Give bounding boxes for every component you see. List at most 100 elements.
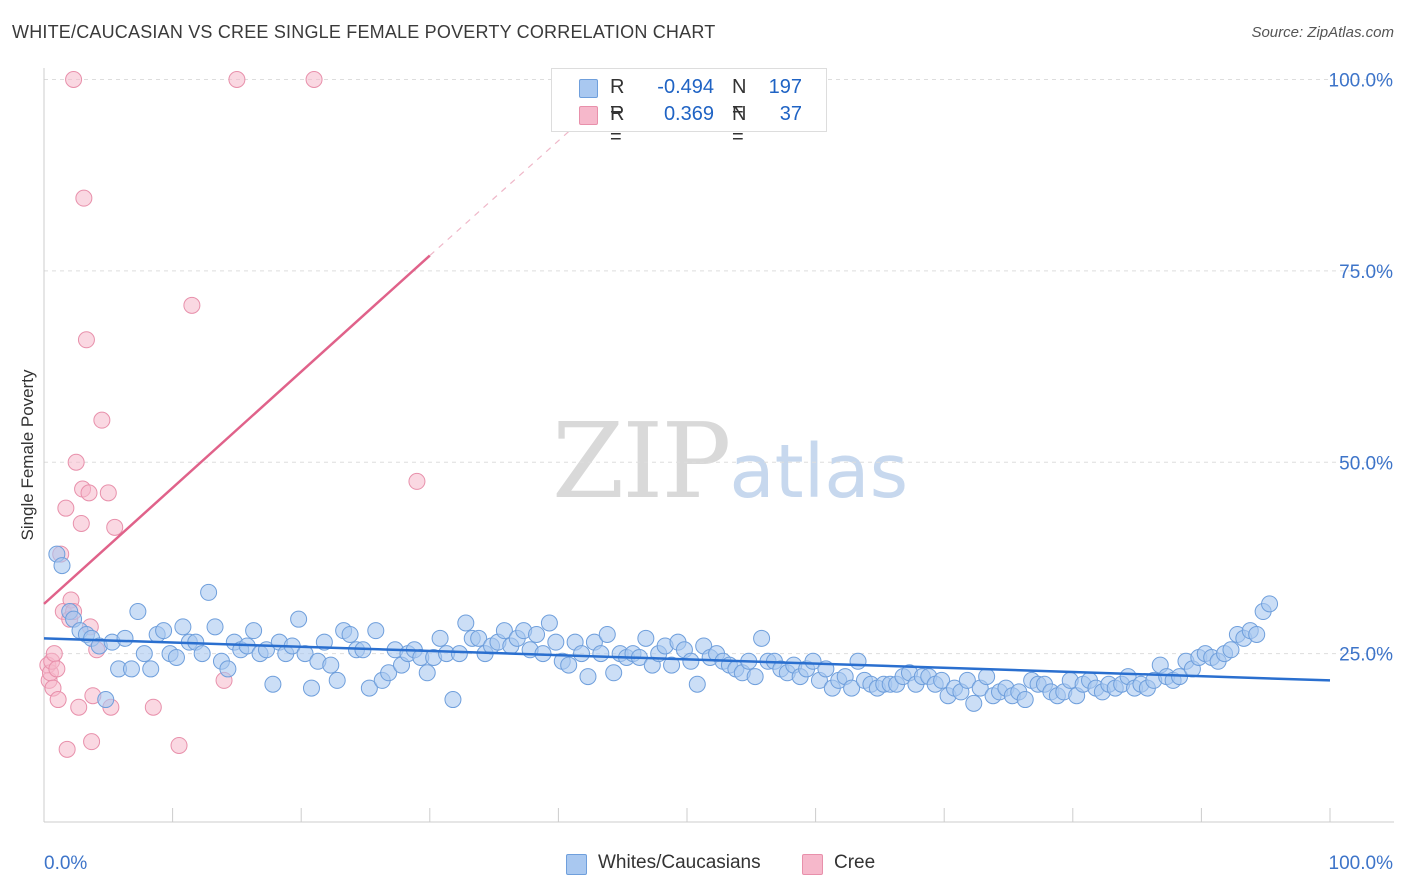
legend-swatch-whites [579, 79, 598, 98]
whites-point [290, 610, 308, 628]
cree-point [48, 660, 66, 678]
legend-r-value: -0.494 [657, 76, 714, 98]
whites-point [978, 668, 996, 686]
whites-point [142, 660, 160, 678]
whites-point [367, 622, 385, 640]
whites-point [746, 668, 764, 686]
cree-point [228, 71, 246, 88]
y-tick-label: 75.0% [1339, 262, 1393, 283]
whites-point [663, 656, 681, 674]
whites-point [206, 618, 224, 636]
whites-points [48, 545, 1279, 712]
whites-point [958, 671, 976, 689]
whites-point [457, 614, 475, 632]
whites-point [193, 645, 211, 663]
whites-point [579, 668, 597, 686]
whites-point [450, 645, 468, 663]
y-tick-label: 50.0% [1339, 453, 1393, 474]
whites-point [540, 614, 558, 632]
whites-point [264, 675, 282, 693]
whites-point [605, 664, 623, 682]
whites-point [547, 633, 565, 651]
whites-point [688, 675, 706, 693]
whites-point [592, 645, 610, 663]
whites-point [1248, 625, 1266, 643]
cree-point [183, 296, 201, 314]
watermark: ZIPatlas [552, 400, 908, 522]
whites-point [598, 625, 616, 643]
whites-point [116, 629, 134, 647]
whites-point [219, 660, 237, 678]
y-tick-label: 100.0% [1329, 71, 1394, 92]
whites-point [804, 652, 822, 670]
whites-point [933, 671, 951, 689]
whites-point [573, 645, 591, 663]
whites-point [470, 629, 488, 647]
whites-point [174, 618, 192, 636]
watermark-atlas: atlas [729, 429, 909, 515]
cree-point [65, 71, 83, 88]
legend-r-label: R = [610, 103, 625, 148]
legend-r-label: R = [610, 76, 625, 121]
legend-n-value: 37 [779, 103, 802, 125]
cree-point [45, 645, 63, 663]
whites-point [495, 622, 513, 640]
cree-point [106, 518, 124, 536]
whites-point [1222, 641, 1240, 659]
source-label: Source: ZipAtlas.com [1251, 24, 1394, 41]
whites-point [200, 583, 218, 601]
cree-trend-line [43, 254, 431, 605]
whites-point [528, 625, 546, 643]
cree-point [170, 736, 188, 754]
cree-point [70, 698, 88, 716]
whites-trend-line [43, 637, 1331, 682]
cree-point [58, 740, 76, 758]
cree-point [93, 411, 111, 429]
whites-point [360, 679, 378, 697]
whites-point [328, 671, 346, 689]
cree-point [83, 733, 101, 751]
legend-n-label: N = [732, 76, 747, 121]
cree-point [72, 514, 90, 532]
legend-n-label: N = [732, 103, 747, 148]
whites-point [302, 679, 320, 697]
whites-point [965, 694, 983, 712]
watermark-zip: ZIP [552, 400, 731, 522]
whites-point [53, 557, 71, 575]
whites-point [167, 648, 185, 666]
whites-point [1016, 691, 1034, 709]
cree-point [305, 71, 323, 88]
cree-point [49, 691, 67, 709]
trend-lines [43, 117, 1331, 682]
axes [43, 68, 1394, 823]
cree-point [57, 499, 75, 517]
whites-point [380, 664, 398, 682]
whites-point [753, 629, 771, 647]
whites-point [129, 603, 147, 621]
whites-point [1261, 595, 1279, 613]
whites-point [97, 691, 115, 709]
whites-point [341, 625, 359, 643]
cree-trend-extension [429, 117, 585, 257]
whites-point [843, 679, 861, 697]
cree-point [77, 331, 95, 349]
cree-point [75, 189, 93, 207]
legend-swatch-cree [579, 106, 598, 125]
y-tick-label: 25.0% [1339, 645, 1393, 666]
whites-point [560, 656, 578, 674]
whites-point [122, 660, 140, 678]
bottom-legend-label-cree: Cree [834, 852, 876, 873]
y-axis-label: Single Female Poverty [18, 369, 37, 541]
whites-point [682, 652, 700, 670]
whites-point [849, 652, 867, 670]
grid-lines [44, 79, 1394, 655]
legend-n-value: 197 [768, 76, 802, 98]
cree-point [99, 484, 117, 502]
bottom-legend-label-whites: Whites/Caucasians [598, 852, 761, 873]
whites-point [155, 622, 173, 640]
chart-title: WHITE/CAUCASIAN VS CREE SINGLE FEMALE PO… [12, 22, 716, 42]
whites-point [418, 664, 436, 682]
bottom-legend-swatch-cree [802, 854, 823, 875]
cree-point [80, 484, 98, 502]
